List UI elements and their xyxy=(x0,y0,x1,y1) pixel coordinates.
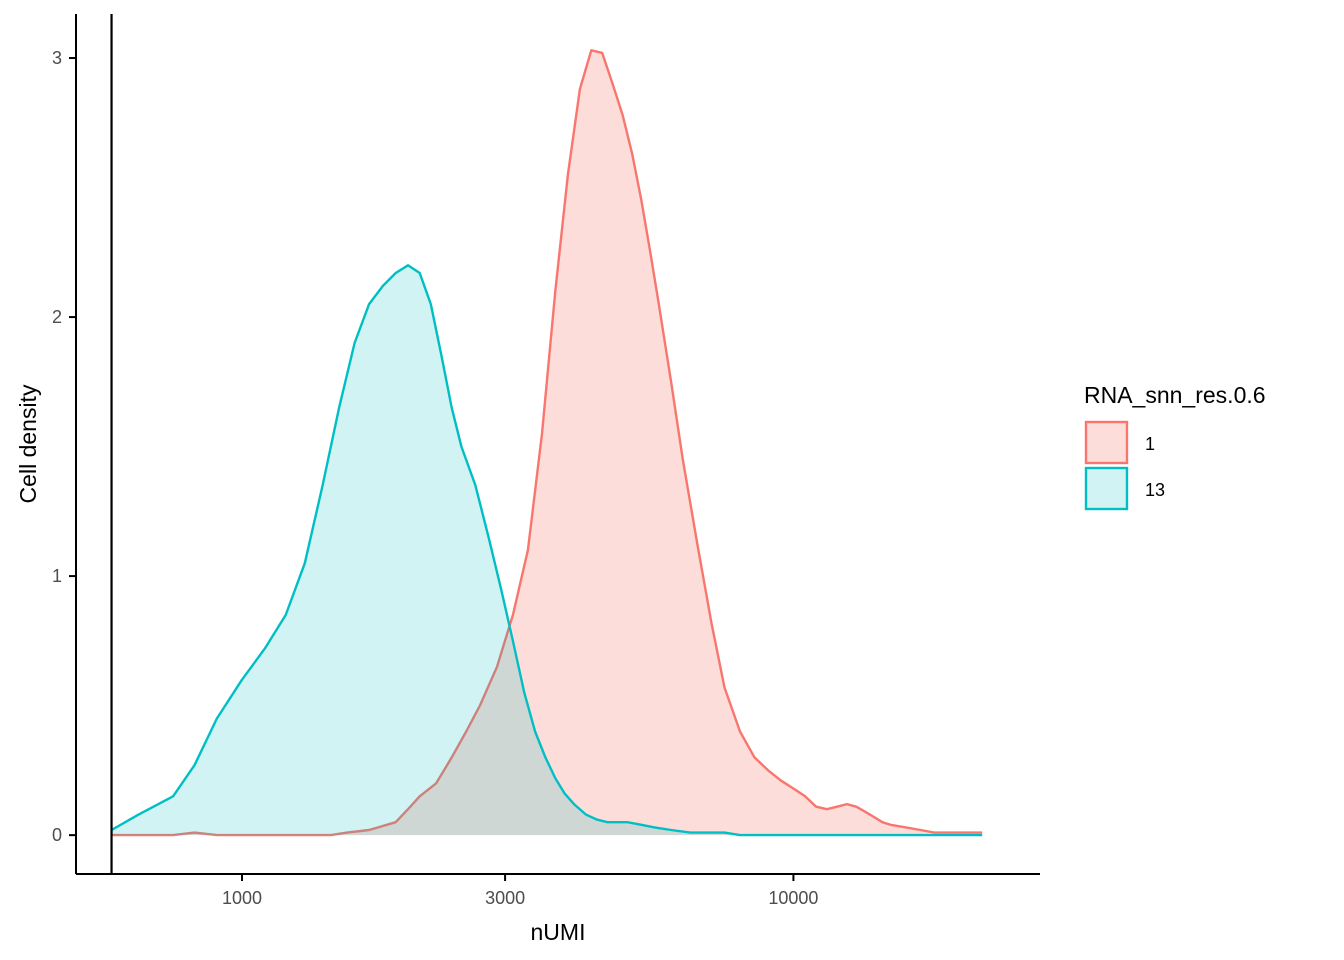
x-tick-label: 10000 xyxy=(768,888,818,908)
legend-title: RNA_snn_res.0.6 xyxy=(1084,382,1266,408)
y-tick-label: 3 xyxy=(52,48,62,68)
legend-key-1 xyxy=(1084,420,1129,465)
x-axis-ticks: 1000 3000 10000 xyxy=(222,874,818,908)
density-line-series-13 xyxy=(110,264,983,837)
x-axis-title: nUMI xyxy=(531,919,586,945)
y-axis-ticks: 0 1 2 3 xyxy=(52,48,76,845)
legend: RNA_snn_res.0.6 1 13 xyxy=(1084,382,1266,511)
density-area-series-13 xyxy=(111,265,983,836)
legend-label-13: 13 xyxy=(1145,480,1165,500)
y-tick-label: 0 xyxy=(52,825,62,845)
x-tick-label: 3000 xyxy=(485,888,525,908)
density-line-series-1 xyxy=(111,49,983,837)
density-area-series-1 xyxy=(111,50,983,836)
legend-label-1: 1 xyxy=(1145,434,1155,454)
y-axis-title: Cell density xyxy=(15,384,41,503)
y-tick-label: 1 xyxy=(52,566,62,586)
series-layer xyxy=(110,49,983,837)
y-tick-label: 2 xyxy=(52,307,62,327)
x-tick-label: 1000 xyxy=(222,888,262,908)
legend-key-13 xyxy=(1084,466,1129,511)
